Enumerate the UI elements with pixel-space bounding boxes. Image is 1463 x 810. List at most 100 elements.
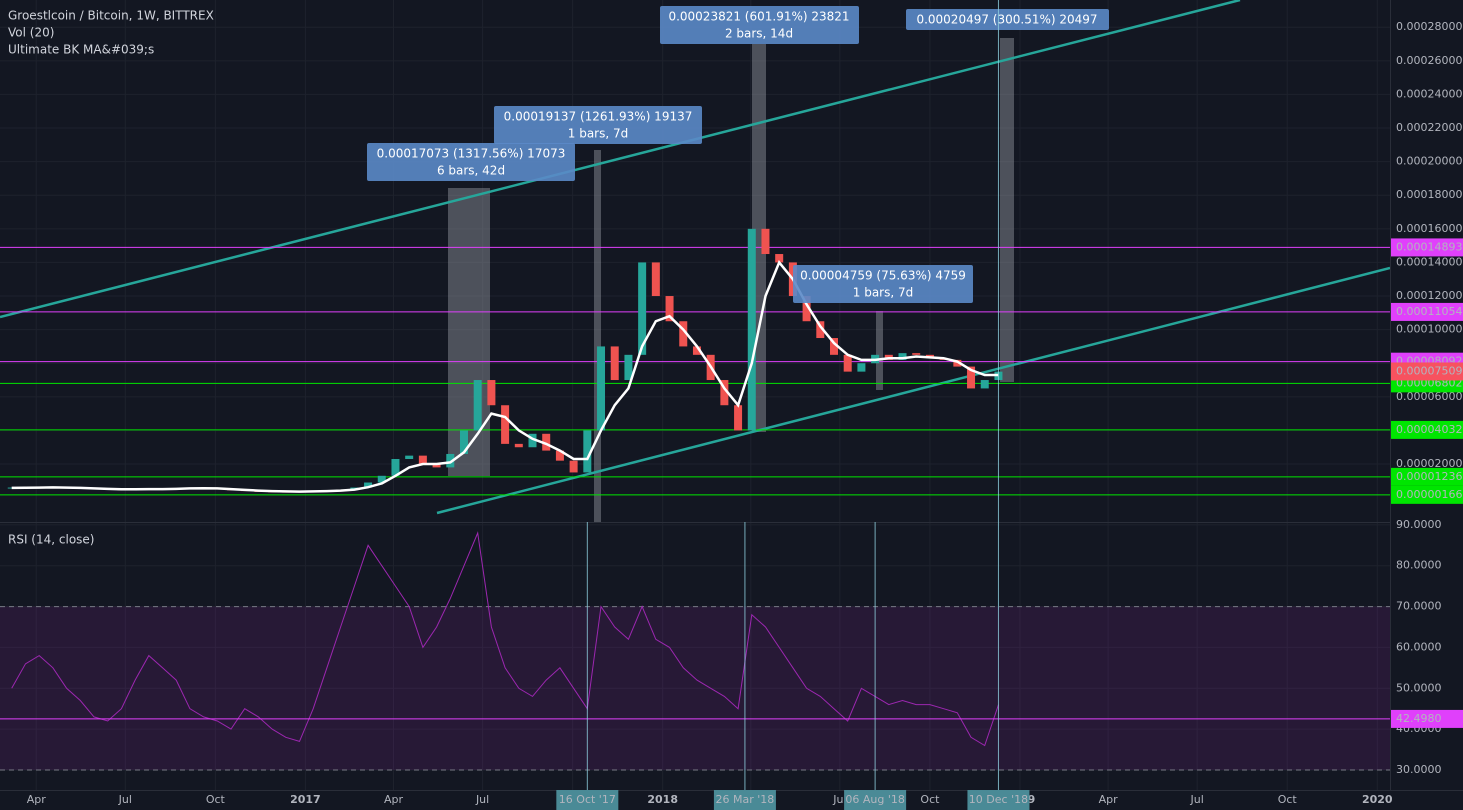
rsi-tick-label: 90.0000 [1396, 518, 1442, 531]
price-label-box [1391, 238, 1463, 257]
y-tick-label: 0.00018000 [1396, 188, 1462, 201]
rsi-line [11, 531, 999, 747]
candle [747, 228, 756, 431]
x-tick-label: Jul [475, 793, 489, 806]
crosshair-label: 16 Oct '17 [559, 793, 616, 806]
measure-range [1000, 38, 1014, 382]
candle [583, 430, 592, 473]
candle [528, 433, 537, 448]
candle [651, 262, 660, 297]
candle [391, 458, 400, 476]
candle [761, 228, 770, 255]
candle [555, 450, 564, 461]
y-tick-label: 0.00026000 [1396, 54, 1462, 67]
measure-text: 1 bars, 7d [568, 127, 629, 141]
price-label: 0.00001236 [1396, 470, 1462, 483]
price-label: 42.4980 [1396, 712, 1442, 725]
price-label-box [1391, 302, 1463, 321]
candle [967, 366, 976, 389]
rsi-tick-label: 30.0000 [1396, 763, 1442, 776]
x-tick-label: Oct [1278, 793, 1298, 806]
measure-text: 6 bars, 42d [437, 164, 505, 178]
candle [514, 443, 523, 448]
measure-box [494, 106, 702, 144]
candle [734, 405, 743, 431]
candle [610, 346, 619, 381]
candle [980, 380, 989, 389]
price-label: 0.00014893 [1396, 240, 1462, 253]
rsi-tick-label: 80.0000 [1396, 559, 1442, 572]
candle [446, 453, 455, 468]
trend-line [436, 266, 1390, 515]
y-tick-label: 0.00022000 [1396, 121, 1462, 134]
price-label: 0.00011054 [1396, 305, 1462, 318]
crosshair-label-box [844, 790, 907, 810]
x-tick-label: Oct [206, 793, 226, 806]
crosshair-label-box [967, 790, 1030, 810]
candle [542, 433, 551, 451]
candle [953, 359, 962, 367]
candle [692, 346, 701, 355]
price-label: 0.00004032 [1396, 423, 1462, 436]
y-tick-label: 0.00014000 [1396, 255, 1462, 268]
candle [843, 354, 852, 372]
price-label-box [1391, 420, 1463, 439]
annotations: 0.00017073 (1317.56%) 17073 6 bars, 42d … [367, 6, 1109, 303]
x-tick-label: 2017 [290, 793, 321, 806]
candle [418, 455, 427, 465]
x-tick-label: Apr [27, 793, 47, 806]
x-tick-label: Jul [1190, 793, 1204, 806]
measure-text: 0.00023821 (601.91%) 23821 [668, 10, 849, 24]
y-tick-label: 0.00020000 [1396, 155, 1462, 168]
measure-box [367, 143, 575, 181]
candle [816, 321, 825, 339]
plot [0, 0, 1390, 522]
ma-label: Ultimate BK MA&#039;s [8, 43, 154, 57]
rsi-band [0, 606, 1390, 771]
y-tick-label: 0.00010000 [1396, 323, 1462, 336]
x-tick-label: Jul [118, 793, 132, 806]
rsi-tick-label: 50.0000 [1396, 681, 1442, 694]
price-label-box [1391, 709, 1463, 728]
rsi-tick-label: 60.0000 [1396, 640, 1442, 653]
measure-text: 0.00019137 (1261.93%) 19137 [504, 110, 693, 124]
y-tick-label: 0.00002000 [1396, 457, 1462, 470]
measure-box [660, 6, 859, 44]
candle [638, 262, 647, 355]
candle [802, 296, 811, 322]
trend-line [0, 0, 1241, 319]
candle [487, 380, 496, 406]
candle [720, 380, 729, 406]
candle [624, 354, 633, 381]
y-tick-label: 0.00006000 [1396, 390, 1462, 403]
price-label-box [1391, 362, 1463, 381]
candle [775, 254, 784, 263]
rsi-tick-label: 70.0000 [1396, 600, 1442, 613]
candle [597, 346, 606, 431]
candle [912, 353, 921, 355]
price-label-box [1391, 485, 1463, 504]
x-tick-label: Apr [384, 793, 404, 806]
candle [830, 338, 838, 355]
price-label-box [1391, 467, 1463, 486]
crosshair-label-box [713, 790, 776, 810]
y-tick-label: 0.00012000 [1396, 289, 1462, 302]
measure-range [594, 150, 601, 522]
crosshair-label: 06 Aug '18 [845, 793, 905, 806]
x-tick-label: Apr [1099, 793, 1119, 806]
candle [459, 430, 468, 454]
measure-text: 0.00004759 (75.63%) 4759 [800, 269, 966, 283]
measure-range [876, 311, 883, 390]
price-label: 0.00007509 [1396, 364, 1462, 377]
measure-range [448, 188, 490, 476]
price-label: 0.00000166 [1396, 488, 1462, 501]
chart-title: Groestlcoin / Bitcoin, 1W, BITTREX [8, 9, 214, 23]
y-tick-label: 0.00024000 [1396, 87, 1462, 100]
candle [898, 353, 907, 360]
crosshair-label: 10 Dec '18 [969, 793, 1028, 806]
measure-text: 0.00020497 (300.51%) 20497 [916, 13, 1097, 27]
measure-text: 0.00017073 (1317.56%) 17073 [377, 147, 566, 161]
volume-label: Vol (20) [8, 26, 54, 40]
rsi-band [0, 606, 1390, 770]
